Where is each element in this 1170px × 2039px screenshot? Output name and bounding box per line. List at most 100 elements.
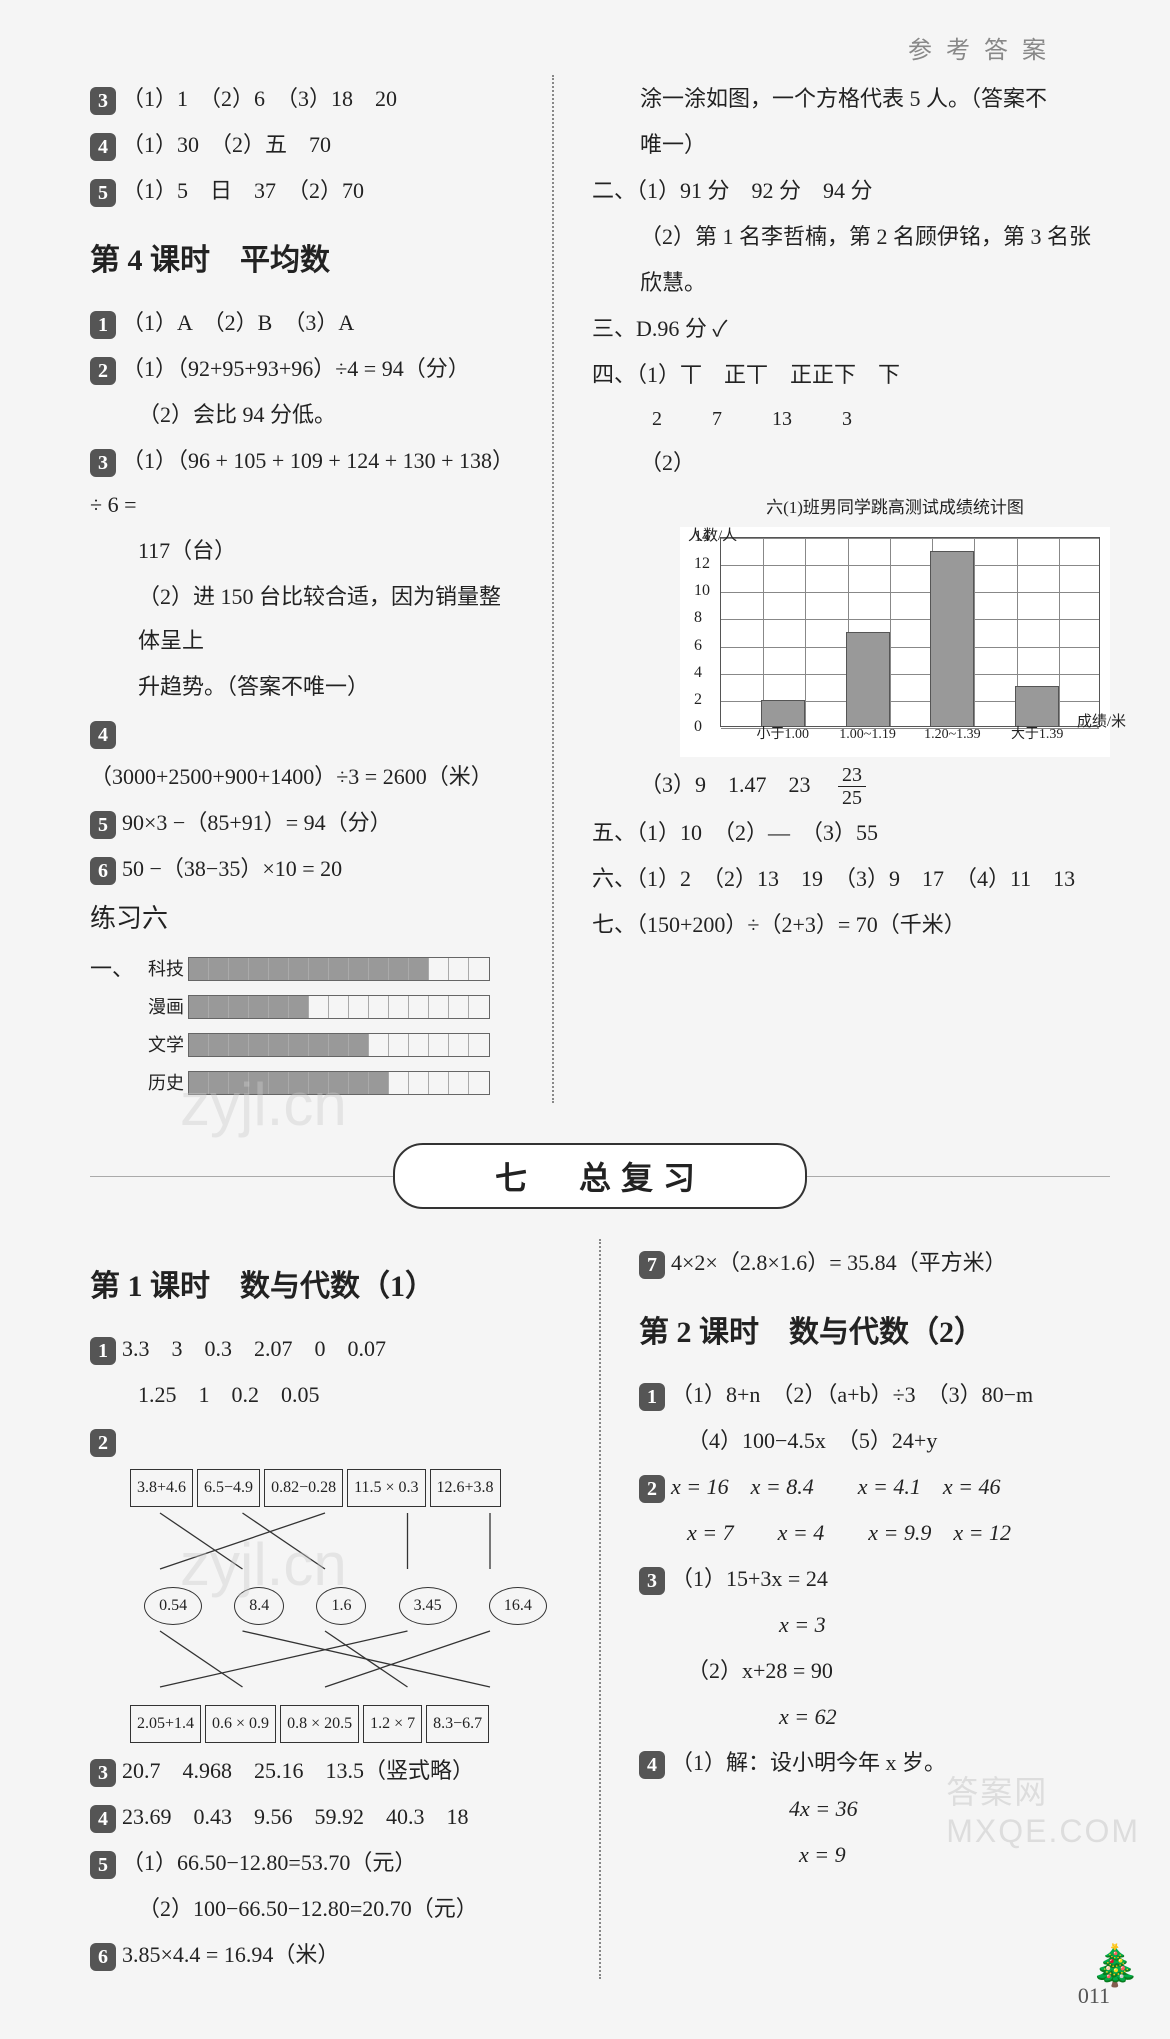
x-tick: 小于1.00	[757, 721, 810, 749]
item-5: 5	[90, 811, 116, 839]
item-4: 4	[90, 133, 116, 161]
text: （1）15+3x = 24	[671, 1566, 828, 1591]
text: 升趋势。（答案不唯一）	[90, 665, 514, 709]
item-5: 5	[90, 179, 116, 207]
item-1: 1	[90, 311, 116, 339]
item-3: 3	[90, 87, 116, 115]
label-yi: 一、	[90, 947, 134, 1103]
match-item: 2.05+1.4	[130, 1705, 201, 1743]
text: 1.25 1 0.2 0.05	[90, 1373, 561, 1417]
item-6: 6	[90, 1943, 116, 1971]
match-item: 3.8+4.6	[130, 1469, 193, 1507]
fraction: 23 25	[838, 764, 866, 809]
text: （2）100−66.50−12.80=20.70（元）	[90, 1887, 561, 1931]
match-item: 3.45	[399, 1587, 457, 1625]
bar	[930, 551, 974, 727]
item-7: 7	[639, 1251, 665, 1279]
text: （1）8+n （2）（a+b）÷3 （3）80−m	[671, 1382, 1033, 1407]
text: （1）（92+95+93+96）÷4 = 94（分）	[122, 356, 470, 381]
match-item: 1.2 × 7	[363, 1705, 422, 1743]
text: 四、（1）丅 正丅 正正下 下	[592, 353, 1110, 397]
denominator: 25	[838, 787, 866, 809]
x-axis-label: 成绩/米	[1077, 707, 1126, 737]
match-item: 6.5−4.9	[197, 1469, 260, 1507]
text: （1）66.50−12.80=53.70（元）	[122, 1850, 416, 1875]
text: 50 −（38−35）×10 = 20	[122, 856, 342, 881]
grid-row	[188, 957, 490, 981]
text: 3.85×4.4 = 16.94（米）	[122, 1942, 339, 1967]
item-2: 2	[90, 357, 116, 385]
match-item: 16.4	[489, 1587, 547, 1625]
numerator: 23	[838, 764, 866, 787]
n: 13	[772, 399, 792, 439]
category-table: 科技漫画文学历史	[138, 949, 490, 1103]
bar	[846, 632, 890, 727]
text: （1）5 日 37 （2）70	[122, 178, 364, 203]
grid-row	[188, 1071, 490, 1095]
match-item: 12.6+3.8	[430, 1469, 501, 1507]
column-divider	[552, 75, 554, 1103]
text: （1）（96 + 105 + 109 + 124 + 130 + 138）÷ 6…	[90, 448, 503, 517]
lesson-2-title: 第 2 课时 数与代数（2）	[639, 1303, 1110, 1363]
practice-6: 练习六	[90, 893, 514, 945]
item-4: 4	[639, 1751, 665, 1779]
item-1: 1	[90, 1337, 116, 1365]
text: （1）1 （2）6 （3）18 20	[122, 86, 397, 111]
match-item: 8.3−6.7	[426, 1705, 489, 1743]
text: （2）x+28 = 90	[639, 1649, 1110, 1693]
item-2: 2	[639, 1475, 665, 1503]
right-column-2: 74×2×（2.8×1.6）= 35.84（平方米） 第 2 课时 数与代数（2…	[639, 1239, 1110, 1979]
text: （2）会比 94 分低。	[90, 393, 514, 437]
match-item: 0.8 × 20.5	[280, 1705, 359, 1743]
text: 欣慧。	[592, 261, 1110, 305]
section-4-title: 第 4 课时 平均数	[90, 231, 514, 291]
grid-row	[188, 995, 490, 1019]
match-item: 1.6	[316, 1587, 366, 1625]
text: （3）9 1.47 23	[640, 772, 833, 797]
cat-label: 科技	[138, 951, 188, 987]
wm2: MXQE.COM	[946, 1813, 1140, 1849]
text: 涂一涂如图，一个方格代表 5 人。（答案不	[592, 77, 1110, 121]
wm1: 答案网	[946, 1774, 1048, 1810]
item-3: 3	[90, 1759, 116, 1787]
item-4: 4	[90, 1805, 116, 1833]
text: 117（台）	[90, 529, 514, 573]
text: 唯一）	[592, 123, 1110, 167]
left-column-2: 第 1 课时 数与代数（1） 13.3 3 0.3 2.07 0 0.07 1.…	[90, 1239, 561, 1979]
item-6: 6	[90, 857, 116, 885]
cat-label: 历史	[138, 1065, 188, 1101]
item-4: 4	[90, 721, 116, 749]
y-axis-label: 人数/人	[688, 521, 737, 551]
text: 90×3 −（85+91）= 94（分）	[122, 810, 392, 835]
x-tick: 1.20~1.39	[924, 721, 981, 749]
upper-columns: 3（1）1 （2）6 （3）18 20 4（1）30 （2）五 70 5（1）5…	[90, 75, 1110, 1103]
text: （2）进 150 台比较合适，因为销量整体呈上	[90, 575, 514, 663]
page-header: 参 考 答 案	[90, 30, 1110, 65]
text: 三、D.96 分 ✓	[592, 307, 1110, 351]
text: x = 3	[639, 1603, 1110, 1647]
tree-icon: 🎄	[1090, 1942, 1140, 1989]
match-item: 11.5 × 0.3	[347, 1469, 425, 1507]
text: （2）第 1 名李哲楠，第 2 名顾伊铭，第 3 名张	[592, 215, 1110, 259]
item-3: 3	[90, 449, 116, 477]
matching-diagram: 3.8+4.66.5−4.90.82−0.2811.5 × 0.312.6+3.…	[130, 1469, 561, 1743]
text: x = 7 x = 4 x = 9.9 x = 12	[639, 1511, 1110, 1555]
x-tick: 1.00~1.19	[839, 721, 896, 749]
text: 3.3 3 0.3 2.07 0 0.07	[122, 1336, 386, 1361]
n: 3	[842, 399, 852, 439]
item-2: 2	[90, 1429, 116, 1457]
match-item: 0.54	[144, 1587, 202, 1625]
text: （3000+2500+900+1400）÷3 = 2600（米）	[90, 764, 493, 789]
item-3: 3	[639, 1567, 665, 1595]
text: （4）100−4.5x （5）24+y	[639, 1419, 1110, 1463]
cat-label: 漫画	[138, 989, 188, 1025]
n: 2	[652, 399, 662, 439]
match-lines-1	[130, 1511, 520, 1571]
text: x = 62	[639, 1695, 1110, 1739]
left-column: 3（1）1 （2）6 （3）18 20 4（1）30 （2）五 70 5（1）5…	[90, 75, 514, 1103]
text: 五、（1）10 （2）— （3）55	[592, 811, 1110, 855]
column-divider	[599, 1239, 601, 1979]
text: 六、（1）2 （2）13 19 （3）9 17 （4）11 13	[592, 857, 1110, 901]
right-column: 涂一涂如图，一个方格代表 5 人。（答案不 唯一） 二、（1）91 分 92 分…	[592, 75, 1110, 1103]
text: 二、（1）91 分 92 分 94 分	[592, 169, 1110, 213]
